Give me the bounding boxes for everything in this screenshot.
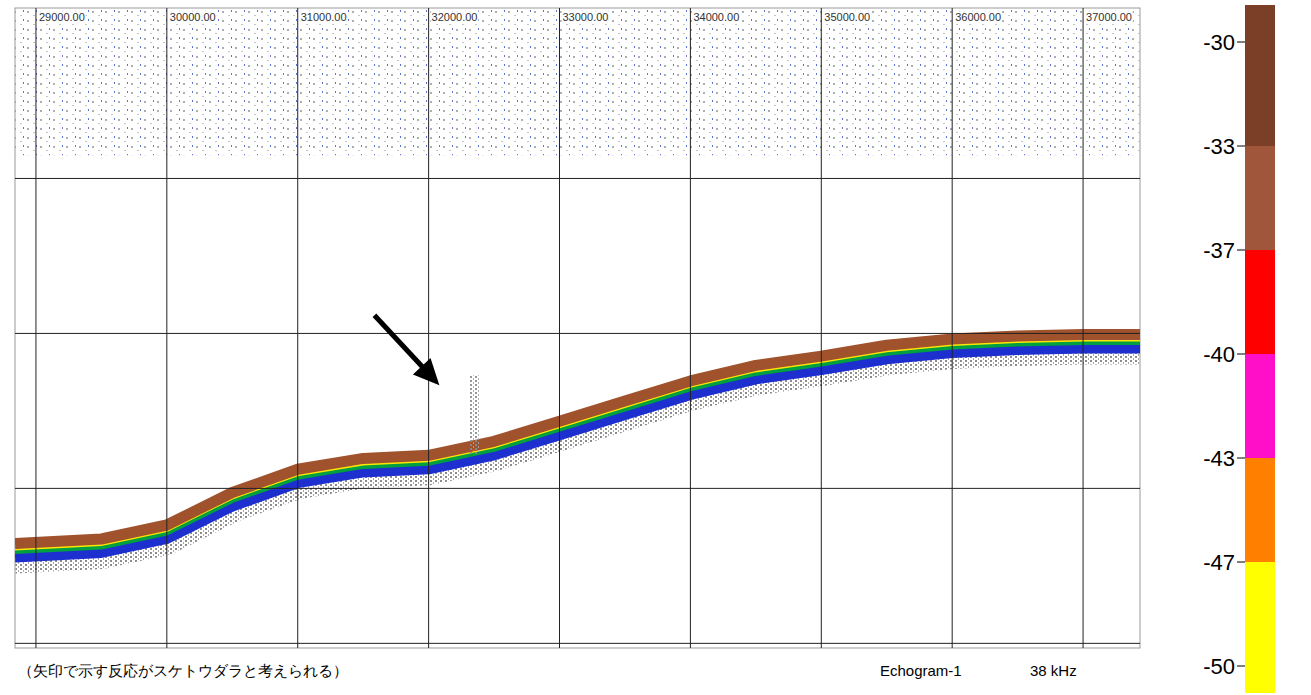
colorbar-tick [1237, 250, 1245, 251]
colorbar-band [1245, 354, 1275, 458]
tick-label-bg [692, 10, 740, 24]
seabed-line [15, 334, 1140, 543]
colorbar-label: -50 [1203, 654, 1235, 679]
colorbar-band [1245, 146, 1275, 250]
colorbar-tick [1237, 354, 1245, 355]
colorbar-band [1245, 5, 1275, 146]
colorbar-tick [1237, 562, 1245, 563]
frequency-label: 38 kHz [1030, 662, 1077, 679]
colorbar-band [1245, 250, 1275, 354]
x-tick-label: 33000.00 [563, 11, 609, 23]
tick-label-bg [562, 10, 610, 24]
colorbar-tick [1237, 458, 1245, 459]
colorbar-band [1245, 562, 1275, 693]
grid-line [166, 8, 167, 648]
tick-label-bg [300, 10, 348, 24]
colorbar-label: -37 [1203, 238, 1235, 263]
x-tick-label: 31000.00 [301, 11, 347, 23]
tick-label-bg [954, 10, 1002, 24]
arrow-head [413, 358, 440, 385]
plot-frame [15, 8, 1140, 648]
echogram-figure: 29000.00 30000.00 31000.00 32000.00 33000.00… [0, 0, 1311, 695]
grid-line [15, 488, 1140, 489]
arrow-shaft [374, 315, 427, 372]
x-tick-label: 35000.00 [824, 11, 870, 23]
colorbar-label: -30 [1203, 30, 1235, 55]
grid-line [297, 8, 298, 648]
x-tick-label: 37000.00 [1086, 11, 1132, 23]
grid-line [35, 8, 36, 648]
caption: （矢印で示す反応がスケトウダラと考えられる） [18, 662, 348, 679]
tick-label-bg [38, 10, 86, 24]
colorbar-label: -40 [1203, 342, 1235, 367]
grid-line [821, 8, 822, 648]
x-tick-label: 32000.00 [432, 11, 478, 23]
grid-line [15, 333, 1140, 334]
grid-line [15, 178, 1140, 179]
plot-area [15, 8, 1140, 561]
x-tick-label: 36000.00 [955, 11, 1001, 23]
grid-line [952, 8, 953, 648]
target-echo [469, 375, 479, 454]
colorbar-tick [1237, 666, 1245, 667]
grid-line [559, 8, 560, 648]
tick-label-bg [823, 10, 871, 24]
tick-label-bg [169, 10, 217, 24]
colorbar-label: -43 [1203, 446, 1235, 471]
colorbar-label: -47 [1203, 550, 1235, 575]
colorbar-tick [1237, 42, 1245, 43]
grid-line [15, 643, 1140, 644]
grid-line [1083, 8, 1084, 648]
colorbar-label: -33 [1203, 134, 1235, 159]
x-tick-label: 29000.00 [39, 11, 85, 23]
tick-label-bg [1085, 10, 1133, 24]
x-tick-label: 34000.00 [693, 11, 739, 23]
grid-line [690, 8, 691, 648]
grid-line [428, 8, 429, 648]
surface-layer [15, 8, 1140, 155]
x-tick-label: 30000.00 [170, 11, 216, 23]
echogram-label: Echogram-1 [880, 662, 962, 679]
tick-label-bg [431, 10, 479, 24]
colorbar-band [1245, 458, 1275, 562]
colorbar-tick [1237, 146, 1245, 147]
